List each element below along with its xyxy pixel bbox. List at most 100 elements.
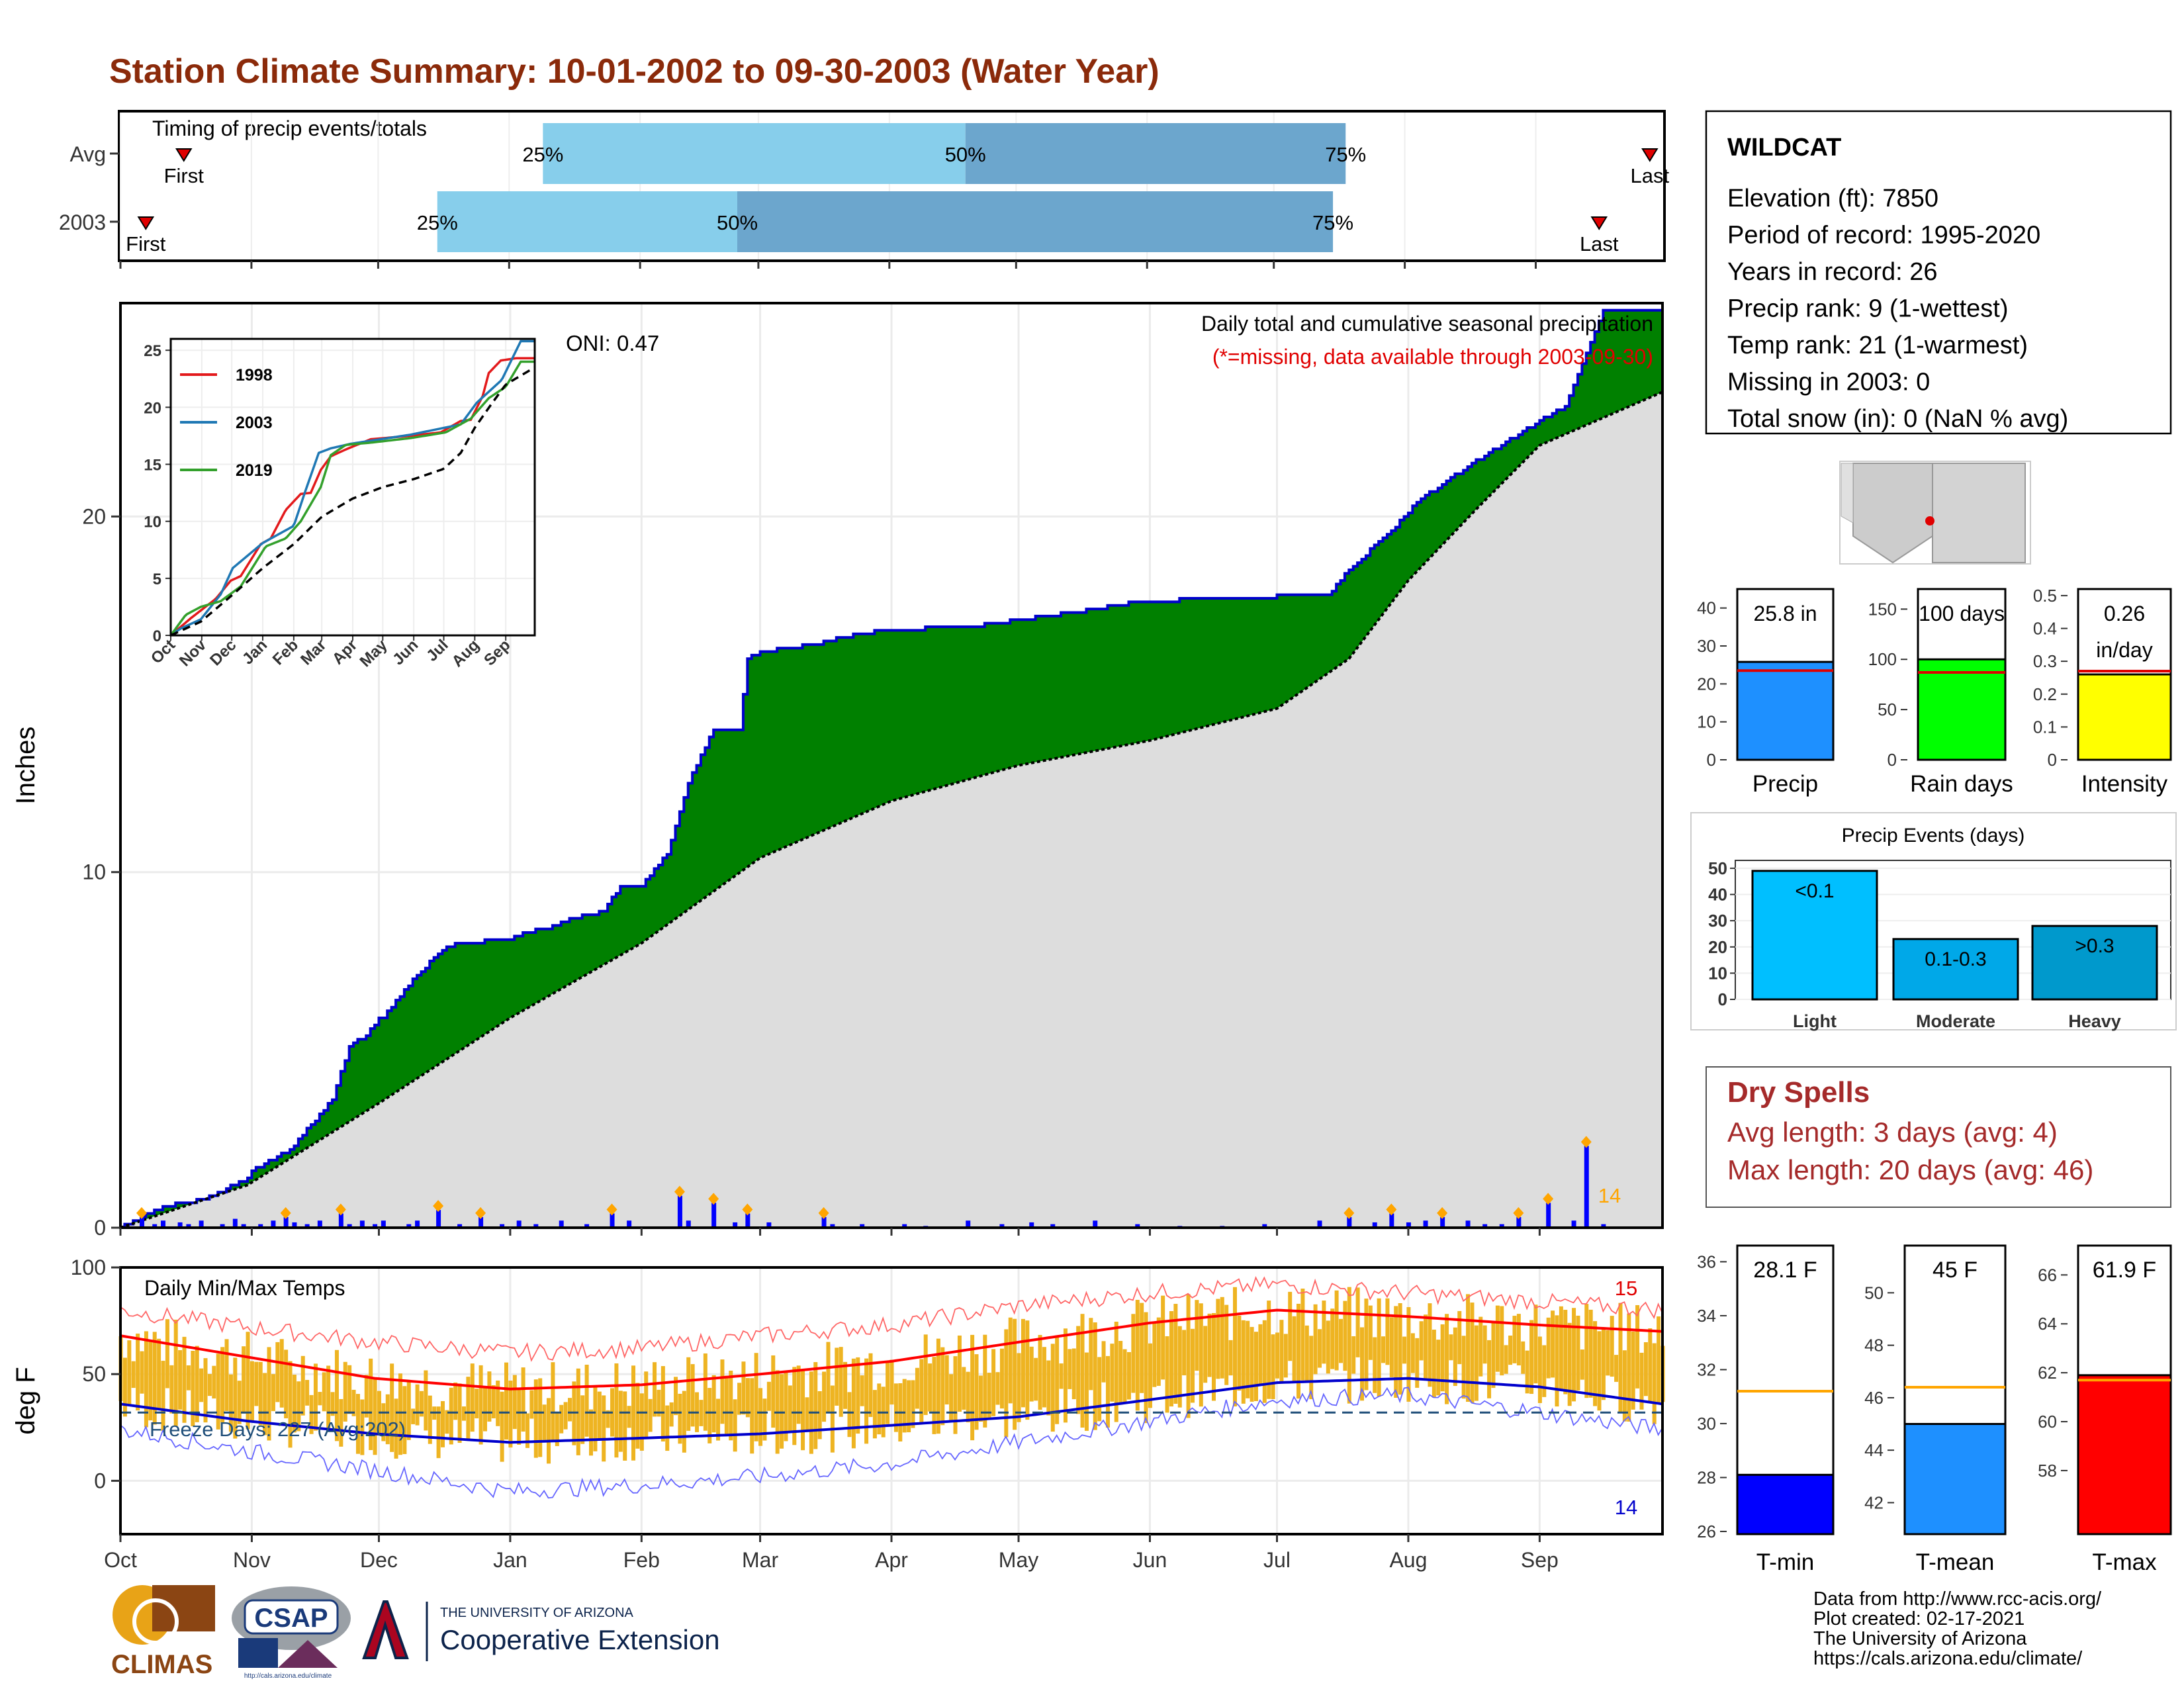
daily-temp-range-bar xyxy=(915,1367,919,1409)
daily-temp-range-bar xyxy=(635,1383,640,1449)
temp-y-tick-label: 100 xyxy=(71,1256,106,1279)
summary-y-tick-label: 40 xyxy=(1697,598,1716,618)
daily-temp-range-bar xyxy=(1013,1318,1017,1430)
climas-logo: CLIMAS xyxy=(111,1585,215,1679)
precip-y-axis-label: Inches xyxy=(11,727,40,805)
inset-y-tick-label: 20 xyxy=(144,399,161,417)
daily-precip-bar xyxy=(478,1216,484,1228)
oni-label: ONI: 0.47 xyxy=(566,331,659,355)
daily-temp-range-bar xyxy=(707,1388,712,1443)
csap-mountain-icon xyxy=(278,1640,338,1668)
climas-land-icon xyxy=(152,1585,215,1631)
daily-temp-range-bar xyxy=(889,1359,894,1405)
page-title: Station Climate Summary: 10-01-2002 to 0… xyxy=(109,52,1160,91)
daily-temp-range-bar xyxy=(284,1349,289,1418)
daily-temp-range-bar xyxy=(1415,1338,1420,1388)
daily-temp-range-bar xyxy=(999,1348,1004,1409)
daily-temp-range-bar xyxy=(199,1368,204,1402)
daily-temp-range-bar xyxy=(1042,1347,1046,1408)
average-cumulative-line xyxy=(120,390,1663,1229)
daily-temp-range-bar xyxy=(1326,1320,1330,1374)
daily-temp-range-bar xyxy=(322,1372,326,1412)
inset-frame xyxy=(169,338,536,637)
timing-last-label: Last xyxy=(1631,164,1670,187)
average-min-line xyxy=(120,1377,1663,1444)
daily-temp-range-bar xyxy=(843,1361,848,1409)
daily-precip-bar xyxy=(533,1224,539,1228)
daily-temp-range-bar xyxy=(1606,1330,1610,1376)
daily-record-marker xyxy=(335,1203,346,1216)
daily-precip-bar xyxy=(1482,1224,1488,1228)
events-bar-label: >0.3 xyxy=(2075,935,2114,957)
timing-last-label: Last xyxy=(1580,232,1619,255)
summary-value-label: 28.1 F xyxy=(1753,1257,1817,1283)
daily-temp-range-bar xyxy=(978,1375,983,1422)
daily-precip-bar xyxy=(821,1216,827,1228)
daily-temp-range-bar xyxy=(737,1383,742,1415)
daily-temp-range-bar xyxy=(500,1391,504,1462)
daily-temp-range-bar xyxy=(1504,1345,1508,1374)
daily-record-marker xyxy=(818,1207,829,1219)
summary-y-tick-label: 0 xyxy=(1707,750,1716,770)
daily-temp-range-bar xyxy=(529,1390,534,1419)
locator-map xyxy=(1839,461,2031,565)
daily-temp-range-bar xyxy=(559,1404,564,1434)
daily-temp-range-bar xyxy=(678,1393,682,1444)
daily-temp-range-bar xyxy=(1597,1331,1602,1411)
daily-temp-range-bar xyxy=(1126,1351,1131,1400)
daily-temp-range-bar xyxy=(508,1381,513,1448)
summary-y-tick-label: 0.1 xyxy=(2033,717,2057,737)
daily-temp-range-bar xyxy=(1152,1322,1157,1387)
daily-temp-range-bar xyxy=(144,1331,148,1428)
daily-temp-range-bar xyxy=(1487,1340,1492,1398)
daily-temp-range-bar xyxy=(1084,1352,1089,1431)
daily-temp-range-bar xyxy=(796,1365,801,1424)
daily-temp-range-bar xyxy=(1093,1322,1097,1430)
daily-temp-range-bar xyxy=(1237,1315,1242,1391)
daily-precip-bar xyxy=(220,1224,225,1228)
daily-temp-range-bar xyxy=(1453,1327,1457,1387)
daily-temp-range-bar xyxy=(817,1391,822,1440)
arizona-shape xyxy=(1852,463,1933,564)
daily-temp-range-bar xyxy=(1551,1310,1555,1378)
daily-temp-range-bar xyxy=(1063,1328,1068,1423)
daily-precip-bar xyxy=(271,1220,276,1228)
daily-precip-bar xyxy=(258,1224,263,1228)
summary-y-tick-label: 26 xyxy=(1697,1522,1716,1541)
daily-temp-range-bar xyxy=(1161,1295,1165,1380)
station-info-line: Elevation (ft): 7850 xyxy=(1727,185,1938,212)
daily-temp-range-bar xyxy=(1622,1350,1627,1422)
daily-temp-range-bar xyxy=(1169,1311,1173,1407)
daily-precip-bar xyxy=(686,1220,691,1228)
cumulative-2003-line xyxy=(120,308,1662,1229)
daily-precip-bar xyxy=(232,1218,238,1228)
daily-precip-bar xyxy=(902,1224,907,1228)
daily-temp-range-bar xyxy=(1385,1298,1390,1365)
daily-temp-range-bar xyxy=(758,1388,763,1446)
daily-record-marker xyxy=(606,1203,617,1216)
dry-spells-avg: Avg length: 3 days (avg: 4) xyxy=(1727,1117,2058,1148)
daily-temp-range-bar xyxy=(1449,1334,1453,1361)
daily-temp-range-bar xyxy=(699,1400,704,1426)
daily-temp-range-bar xyxy=(1364,1299,1369,1391)
daily-temp-range-bar xyxy=(1537,1336,1542,1403)
daily-temp-range-bar xyxy=(690,1364,695,1427)
daily-temp-range-bar xyxy=(1253,1332,1258,1401)
daily-temp-range-bar xyxy=(254,1361,259,1406)
daily-temp-range-bar xyxy=(614,1363,619,1458)
daily-temp-range-bar xyxy=(555,1413,559,1446)
daily-temp-range-bar xyxy=(893,1383,898,1432)
summary-bar xyxy=(1903,1423,2007,1535)
daily-temp-range-bar xyxy=(496,1380,500,1426)
daily-temp-range-bar xyxy=(568,1398,572,1422)
daily-temp-range-bar xyxy=(932,1357,936,1434)
temp-summary-bars: 26 28 30 32 34 36 28.1 F T-min 42 44 46 48 50 45 F T-m… xyxy=(1697,1244,2172,1575)
daily-temp-range-bar xyxy=(1297,1303,1301,1399)
daily-temp-range-bar xyxy=(886,1361,890,1424)
station-info-line: Years in record: 26 xyxy=(1727,258,1938,286)
daily-temp-range-bar xyxy=(970,1334,975,1441)
month-axis-label: Dec xyxy=(360,1548,398,1572)
inset-average-line xyxy=(170,366,535,637)
summary-category-label: Precip xyxy=(1752,771,1818,797)
daily-temp-range-bar xyxy=(1105,1355,1110,1428)
